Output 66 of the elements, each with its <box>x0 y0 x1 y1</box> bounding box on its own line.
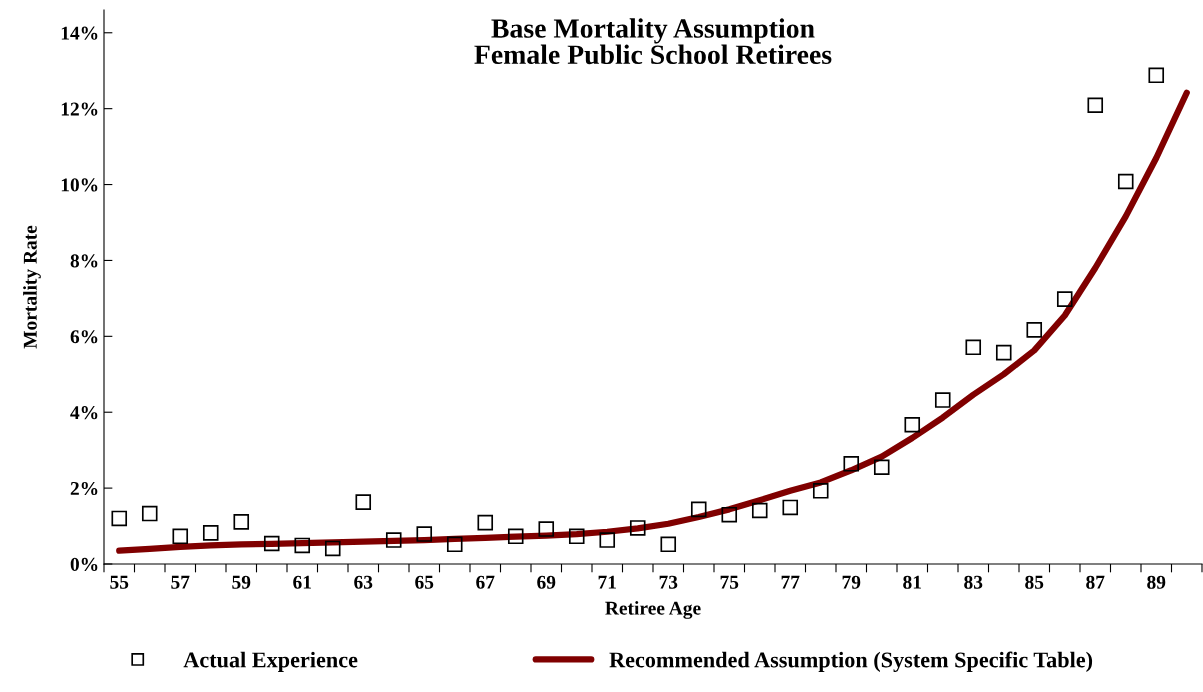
point <box>751 502 768 519</box>
x-tick-label: 83 <box>964 575 983 589</box>
point <box>782 499 799 516</box>
point <box>965 339 982 356</box>
point <box>141 505 158 522</box>
x-tick-label: 65 <box>415 575 434 589</box>
x-tick-label: 57 <box>171 575 190 589</box>
x-tick-label: 77 <box>781 575 800 589</box>
point <box>812 482 829 499</box>
x-tick-label: 89 <box>1147 575 1166 589</box>
point <box>721 506 738 523</box>
x-tick-label: 71 <box>598 575 616 589</box>
point <box>233 514 250 530</box>
point <box>568 528 585 545</box>
point <box>324 540 341 557</box>
y-tick-label: 4% <box>70 406 98 420</box>
point <box>995 344 1012 361</box>
point <box>477 514 494 531</box>
y-tick-label: 6% <box>70 330 98 344</box>
point <box>1056 291 1073 307</box>
x-tick-label: 87 <box>1086 575 1105 589</box>
point <box>263 535 280 552</box>
x-axis-title: Retiree Age <box>605 601 701 619</box>
x-tick-label: 55 <box>110 575 129 589</box>
point <box>172 528 189 545</box>
y-tick-label: 14% <box>61 26 98 40</box>
x-tick-label: 75 <box>720 575 739 589</box>
x-tick-label: 73 <box>659 575 678 589</box>
y-tick-label: 2% <box>70 481 98 496</box>
x-tick-label: 67 <box>476 575 495 589</box>
point <box>416 526 433 542</box>
x-tick-label: 61 <box>293 575 311 589</box>
y-tick-label: 8% <box>70 254 98 268</box>
text: Base Mortality Assumption Female Public School Retirees <box>474 18 832 65</box>
x-tick-label: 85 <box>1025 575 1044 589</box>
point <box>934 392 951 408</box>
point <box>873 459 890 476</box>
y-tick-label: 10% <box>61 178 98 192</box>
x-tick-label: 79 <box>842 575 861 589</box>
point <box>1026 322 1043 338</box>
point <box>1087 97 1104 114</box>
x-tick-label: 63 <box>354 575 373 589</box>
point <box>660 536 677 553</box>
point <box>507 528 524 545</box>
y-tick-label: 12% <box>61 102 98 116</box>
point <box>385 532 402 548</box>
legend-label: Recommended Assumption (System Specific Table) <box>609 651 1093 672</box>
point <box>690 501 707 518</box>
point <box>202 525 219 541</box>
point <box>446 536 463 553</box>
y-tick-label: 0% <box>70 557 98 571</box>
point <box>538 521 555 537</box>
y-axis-title: Mortality Rate <box>23 225 41 349</box>
point <box>629 520 646 536</box>
legend-label: Actual Experience <box>183 651 358 672</box>
point <box>1117 173 1134 190</box>
point <box>355 494 372 510</box>
point <box>904 416 921 433</box>
point <box>843 456 860 472</box>
x-tick-label: 81 <box>903 575 921 589</box>
point <box>599 532 616 548</box>
point <box>294 537 311 554</box>
x-tick-label: 69 <box>537 575 556 589</box>
point <box>1148 67 1165 84</box>
x-tick-label: 59 <box>232 575 251 589</box>
point <box>111 510 128 527</box>
